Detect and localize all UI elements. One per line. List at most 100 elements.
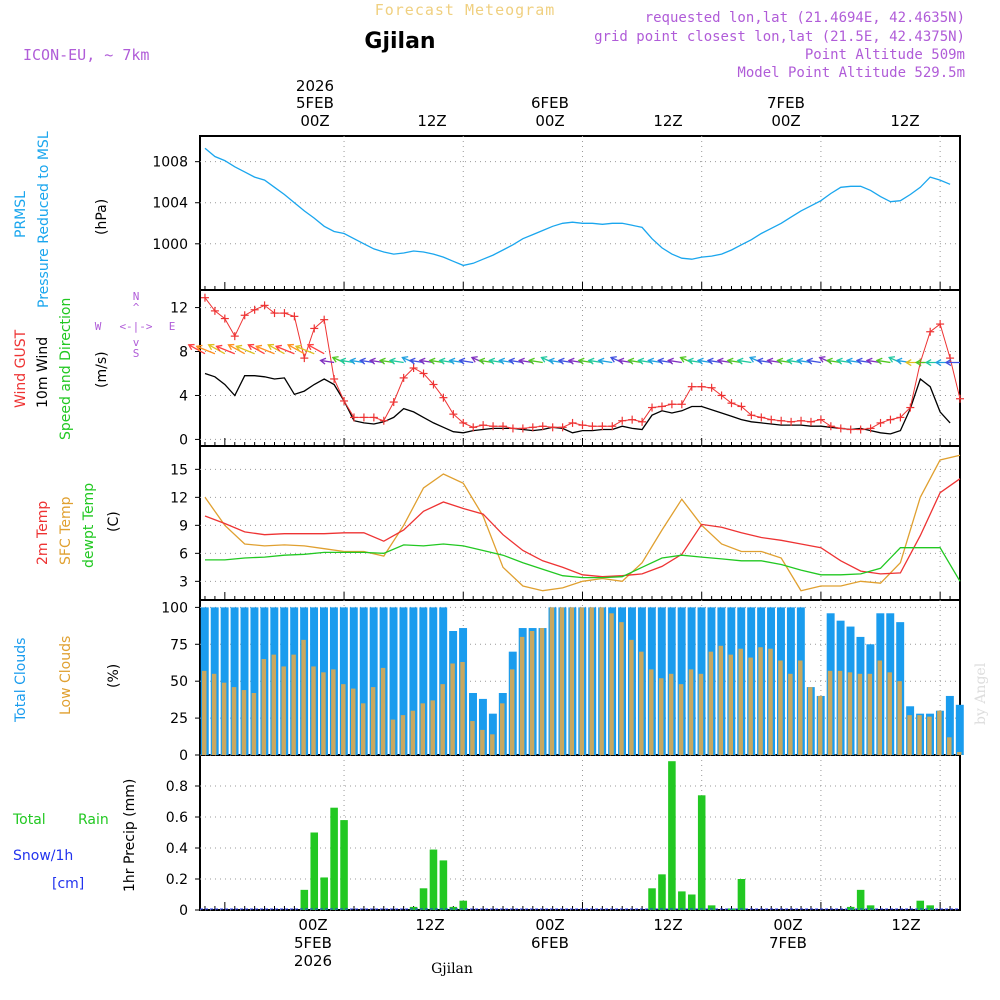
wind-arrow-head bbox=[716, 357, 724, 365]
rain-bar bbox=[678, 891, 686, 910]
rain-bar bbox=[439, 860, 448, 910]
y-tick-label: 0.2 bbox=[166, 872, 188, 888]
low-cloud-bar bbox=[251, 693, 257, 755]
wind-arrow-head bbox=[845, 357, 853, 365]
low-cloud-bar bbox=[798, 660, 803, 755]
low-cloud-bar bbox=[937, 710, 942, 755]
panel-frames bbox=[199, 135, 961, 911]
dewpoint-line bbox=[205, 543, 961, 582]
low-cloud-bar bbox=[360, 703, 366, 755]
low-cloud-bar bbox=[519, 636, 525, 755]
low-cloud-bar bbox=[688, 669, 694, 755]
p5-label-total: Total bbox=[12, 812, 46, 828]
compass-icon: N ^ W <-|-> E v S bbox=[95, 290, 176, 360]
wind-arrow-head bbox=[567, 357, 575, 365]
y-tick-label: 15 bbox=[170, 462, 188, 478]
low-cloud-bar bbox=[539, 628, 545, 755]
low-cloud-bar bbox=[569, 607, 575, 755]
wind-arrow-head bbox=[818, 356, 826, 363]
p3-label-sfc: SFC Temp bbox=[58, 496, 74, 565]
bottom-00z-1: 00Z bbox=[298, 916, 327, 934]
low-cloud-bar bbox=[857, 673, 863, 755]
rain-bar bbox=[409, 906, 418, 910]
wind-arrow-head bbox=[825, 357, 833, 365]
y-tick-label: 1004 bbox=[152, 196, 188, 212]
rain-bar bbox=[668, 761, 676, 910]
low-cloud-bar bbox=[867, 673, 873, 755]
wind-arrow-head bbox=[349, 357, 356, 365]
wind-arrow bbox=[256, 345, 275, 355]
p3-unit: (C) bbox=[106, 511, 122, 532]
wind-arrow-head bbox=[195, 344, 203, 352]
y-tick-label: 12 bbox=[170, 490, 188, 506]
wind-arrow-head bbox=[944, 358, 952, 367]
wind-arrow-head bbox=[577, 357, 585, 365]
low-cloud-bar bbox=[450, 663, 455, 755]
wind-arrow-head bbox=[609, 356, 617, 363]
y-tick-label: 0.4 bbox=[166, 841, 188, 857]
wind-arrow-head bbox=[187, 343, 195, 351]
low-cloud-bar bbox=[927, 716, 932, 755]
compass-s: S bbox=[133, 347, 140, 360]
wind-arrow-head bbox=[274, 344, 282, 352]
total-cloud-bar bbox=[359, 607, 368, 755]
rain-bar bbox=[449, 906, 458, 910]
rain-bar bbox=[687, 894, 696, 910]
wind-arrow-head bbox=[527, 357, 535, 365]
wind-arrow-head bbox=[319, 357, 327, 365]
rain-bar bbox=[658, 874, 666, 910]
rain-bar bbox=[320, 877, 328, 910]
wind-arrow-head bbox=[227, 343, 235, 351]
low-cloud-bar bbox=[728, 654, 733, 755]
wind-arrow-head bbox=[388, 357, 396, 365]
wind-arrow bbox=[275, 345, 295, 355]
wind-arrow bbox=[320, 359, 335, 364]
y-tick-label: 0 bbox=[179, 432, 188, 448]
wind-arrow-head bbox=[686, 357, 694, 365]
total-cloud-bar bbox=[339, 607, 348, 755]
low-cloud-bar bbox=[629, 639, 634, 755]
low-cloud-bar bbox=[321, 672, 326, 755]
wind-arrow-head bbox=[517, 357, 525, 365]
rain-bar bbox=[866, 905, 875, 910]
low-cloud-bar bbox=[599, 607, 604, 755]
low-cloud-bar bbox=[788, 673, 793, 755]
wind-arrow bbox=[807, 359, 822, 364]
low-cloud-bar bbox=[808, 687, 813, 755]
low-cloud-bar bbox=[907, 715, 912, 755]
low-cloud-bar bbox=[708, 651, 714, 755]
low-cloud-bar bbox=[271, 654, 276, 755]
wind-arrow-head bbox=[378, 357, 386, 365]
wind-arrow-head bbox=[207, 343, 215, 351]
wind-arrow-head bbox=[488, 357, 496, 365]
p3-label-dew: dewpt Temp bbox=[81, 483, 97, 568]
wind-arrow-head bbox=[696, 357, 704, 365]
total-cloud-bar bbox=[399, 607, 408, 755]
footer-station: Gjilan bbox=[431, 961, 473, 977]
wind-arrow-head bbox=[215, 344, 223, 352]
requested-coords: requested lon,lat (21.4694E, 42.4635N) bbox=[645, 10, 965, 26]
wind-arrow bbox=[267, 344, 285, 355]
y-tick-labels: 100010041008048123691215025507510000.20.… bbox=[152, 155, 188, 919]
rain-bar bbox=[846, 906, 855, 910]
low-cloud-bar bbox=[380, 667, 386, 755]
p4-label-total: Total Clouds bbox=[13, 638, 29, 723]
wind-arrow-head bbox=[924, 358, 932, 367]
bottom-00z-2: 00Z bbox=[535, 916, 564, 934]
wind-arrow-head bbox=[247, 343, 255, 351]
low-cloud-bar bbox=[718, 645, 724, 755]
wind-arrow-head bbox=[786, 357, 794, 365]
compass-h: <-|-> bbox=[119, 320, 152, 333]
wind-arrow-head bbox=[888, 356, 896, 363]
low-cloud-bar bbox=[341, 684, 346, 755]
rain-bar bbox=[697, 795, 706, 910]
low-cloud-bar bbox=[410, 710, 416, 755]
point-altitude: Point Altitude 509m bbox=[805, 47, 965, 63]
wind-arrow-head bbox=[498, 357, 506, 365]
bottom-12z-3: 12Z bbox=[891, 916, 920, 934]
total-cloud-bar bbox=[677, 607, 686, 755]
rain-bar bbox=[419, 888, 428, 910]
p2-label-wind: 10m Wind bbox=[35, 337, 51, 408]
low-cloud-bar bbox=[827, 670, 833, 755]
top-day1: 5FEB bbox=[296, 94, 334, 112]
